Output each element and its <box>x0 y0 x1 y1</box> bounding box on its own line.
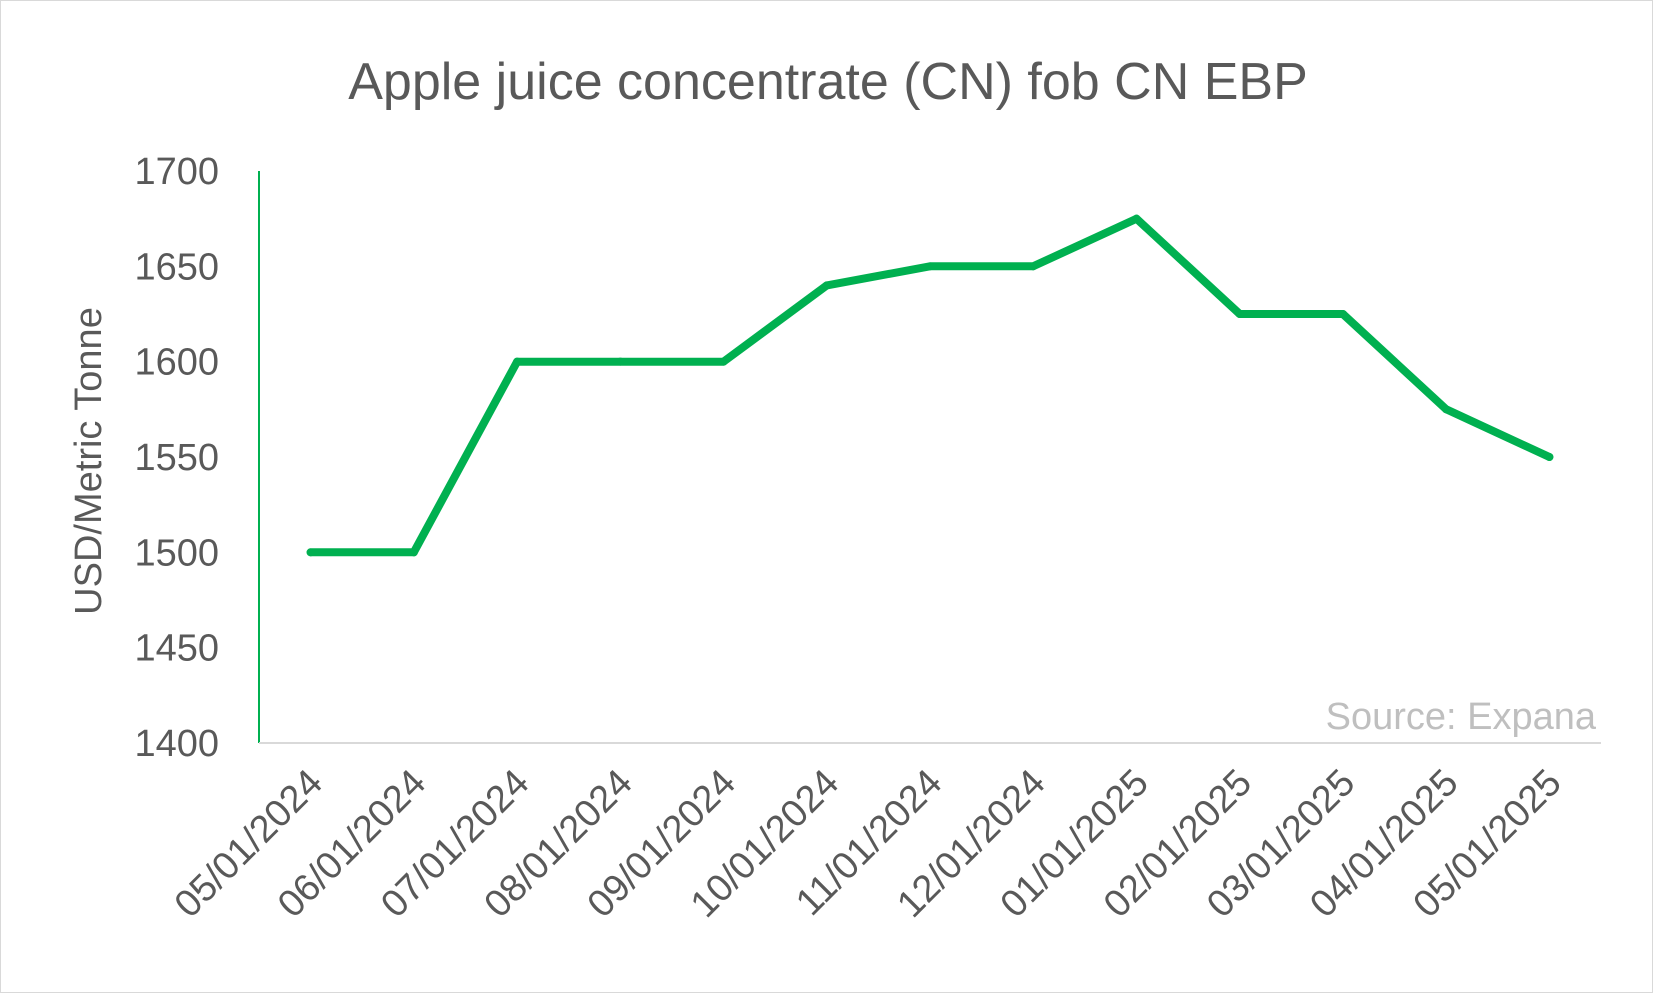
x-axis-ticks: 05/01/202406/01/202407/01/202408/01/2024… <box>167 762 1570 926</box>
data-point <box>719 357 728 366</box>
y-axis-title: USD/Metric Tonne <box>68 307 110 615</box>
data-point <box>616 357 625 366</box>
y-tick-label: 1450 <box>134 628 219 670</box>
source-annotation: Source: Expana <box>1326 696 1597 738</box>
y-tick-label: 1550 <box>134 437 219 479</box>
y-tick-label: 1400 <box>134 723 219 765</box>
y-tick-label: 1600 <box>134 342 219 384</box>
data-point <box>409 548 418 557</box>
data-point <box>306 548 315 557</box>
data-point <box>1132 214 1141 223</box>
y-tick-label: 1650 <box>134 246 219 288</box>
data-point <box>926 262 934 271</box>
data-point <box>822 281 831 290</box>
data-point <box>1029 262 1038 271</box>
data-point <box>1442 405 1451 414</box>
chart-title: Apple juice concentrate (CN) fob CN EBP <box>348 53 1308 111</box>
data-point <box>1235 310 1244 318</box>
y-tick-label: 1500 <box>134 532 219 574</box>
data-point <box>1545 453 1554 461</box>
y-tick-label: 1700 <box>134 151 219 193</box>
data-point <box>513 357 522 366</box>
data-point <box>1338 310 1347 318</box>
y-axis-ticks: 1700 1650 1600 1550 1500 1450 1400 <box>134 151 219 765</box>
